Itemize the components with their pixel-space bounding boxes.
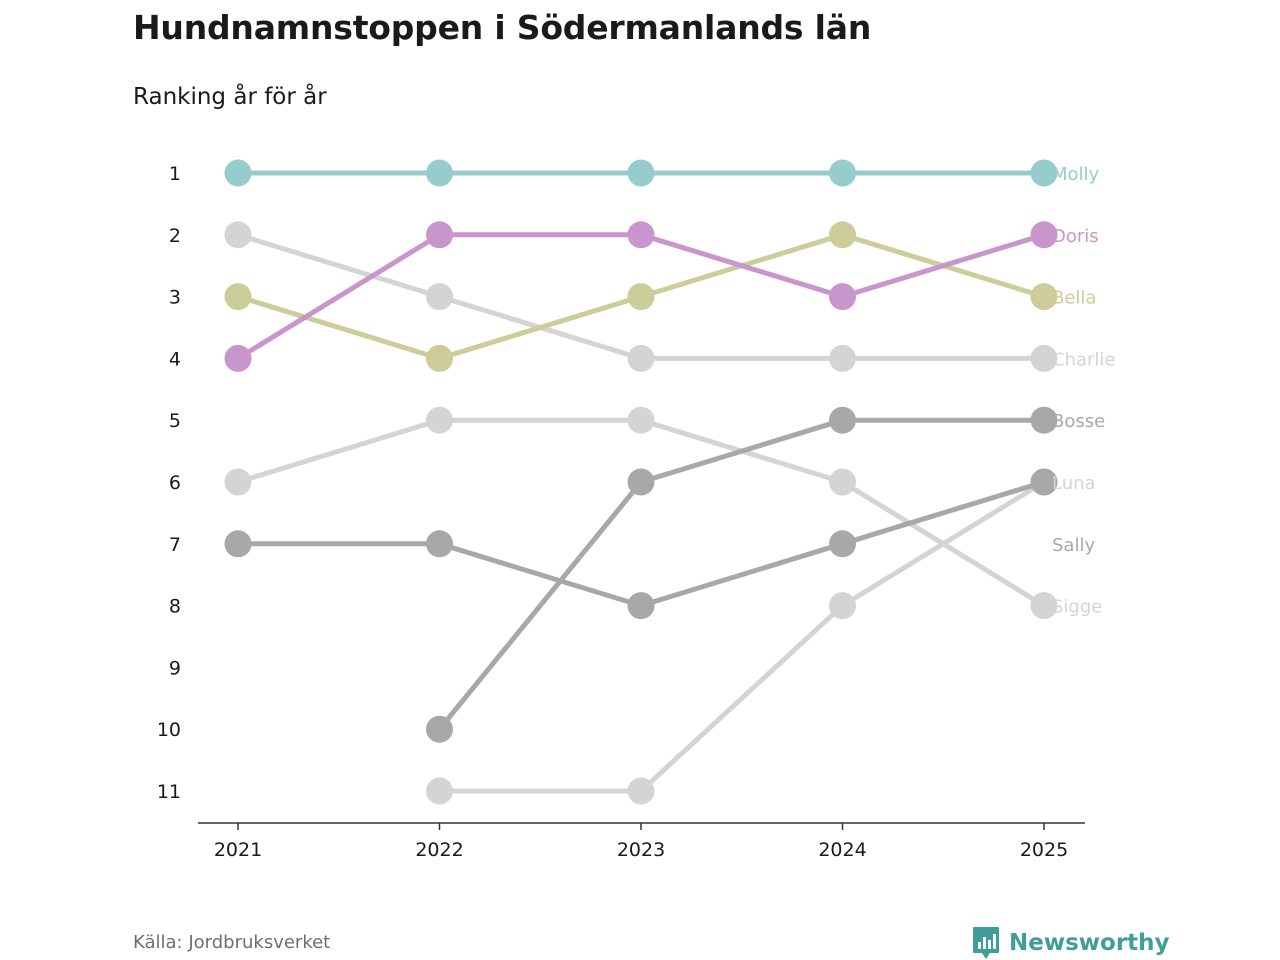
data-point xyxy=(627,777,655,805)
data-point xyxy=(1030,159,1058,187)
y-tick-label: 6 xyxy=(169,472,181,494)
data-point xyxy=(829,344,856,372)
y-tick-label: 4 xyxy=(169,348,181,370)
data-point xyxy=(627,283,655,311)
series-doris xyxy=(224,221,1058,372)
y-tick-label: 7 xyxy=(169,534,181,556)
data-point xyxy=(224,221,252,249)
data-point xyxy=(627,592,655,620)
data-point xyxy=(224,159,252,187)
data-point xyxy=(224,530,252,558)
data-point xyxy=(627,221,655,249)
series-line xyxy=(235,417,1047,609)
data-point xyxy=(1030,468,1058,496)
y-tick-label: 10 xyxy=(157,719,181,741)
series-molly xyxy=(224,159,1058,187)
data-point xyxy=(627,159,655,187)
x-tick-label: 2023 xyxy=(617,839,665,861)
data-point xyxy=(426,406,453,434)
series-line xyxy=(235,479,1047,609)
data-point xyxy=(1030,221,1058,249)
brand-logo[interactable]: Newsworthy xyxy=(972,926,1170,960)
x-tick-label: 2021 xyxy=(214,839,262,861)
data-point xyxy=(1030,592,1058,620)
data-point xyxy=(426,344,453,372)
x-tick-label: 2022 xyxy=(415,839,463,861)
data-point xyxy=(426,715,453,743)
series-bosse xyxy=(426,406,1058,743)
data-point xyxy=(829,221,856,249)
brand-name: Newsworthy xyxy=(1009,930,1170,956)
data-point xyxy=(829,468,856,496)
data-point xyxy=(1030,283,1058,311)
x-tick-label: 2025 xyxy=(1020,839,1068,861)
data-point xyxy=(829,406,856,434)
chart-title: Hundnamnstoppen i Södermanlands län xyxy=(133,8,872,47)
data-point xyxy=(426,530,453,558)
series-end-label: Charlie xyxy=(1052,349,1115,370)
series-end-label: Doris xyxy=(1052,226,1099,247)
data-point xyxy=(627,406,655,434)
series-line xyxy=(437,479,1047,794)
y-tick-label: 11 xyxy=(157,781,181,803)
chart-subtitle: Ranking år för år xyxy=(133,84,327,110)
series-sally xyxy=(224,468,1058,620)
series-line xyxy=(437,417,1047,732)
series-bella xyxy=(224,221,1058,372)
data-point xyxy=(224,468,252,496)
data-point xyxy=(627,468,655,496)
data-point xyxy=(426,283,453,311)
series-end-label: Sally xyxy=(1052,535,1095,556)
data-point xyxy=(829,159,856,187)
data-point xyxy=(829,530,856,558)
data-point xyxy=(224,283,252,311)
y-tick-label: 5 xyxy=(169,410,181,432)
source-note: Källa: Jordbruksverket xyxy=(133,932,331,953)
series-sigge xyxy=(224,406,1058,620)
data-point xyxy=(1030,344,1058,372)
series-end-label: Luna xyxy=(1052,473,1096,494)
y-tick-label: 2 xyxy=(169,225,181,247)
data-point xyxy=(426,221,453,249)
series-luna xyxy=(426,468,1058,805)
data-point xyxy=(627,344,655,372)
data-point xyxy=(829,283,856,311)
y-tick-label: 8 xyxy=(169,596,181,618)
data-point xyxy=(829,592,856,620)
data-point xyxy=(426,777,453,805)
y-tick-label: 3 xyxy=(169,287,181,309)
y-tick-label: 9 xyxy=(169,657,181,679)
series-end-label: Molly xyxy=(1052,164,1100,185)
newsworthy-logo-icon xyxy=(973,927,999,959)
series-end-label: Bosse xyxy=(1052,411,1105,432)
data-point xyxy=(426,159,453,187)
series-end-label: Sigge xyxy=(1052,597,1102,618)
x-tick-label: 2024 xyxy=(818,839,866,861)
data-point xyxy=(1030,406,1058,434)
data-point xyxy=(224,344,252,372)
y-tick-label: 1 xyxy=(169,163,181,185)
series-end-label: Bella xyxy=(1052,288,1096,309)
